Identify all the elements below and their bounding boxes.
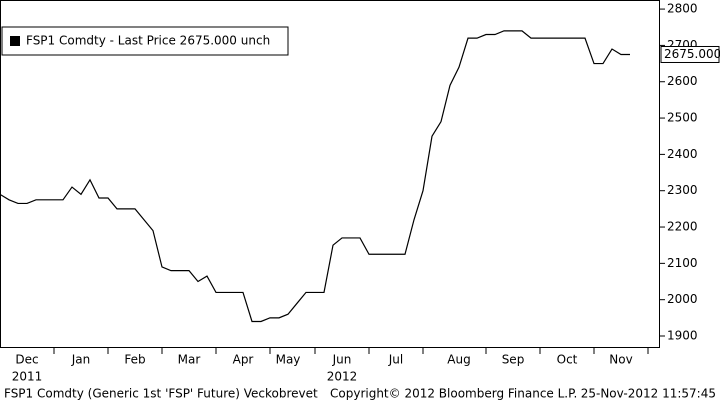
plot-area <box>0 0 660 348</box>
x-tick-label: Nov <box>609 353 632 367</box>
x-year-label: 2012 <box>327 370 358 384</box>
y-tick-label: 2000 <box>667 292 698 306</box>
y-tick-label: 2800 <box>667 2 698 16</box>
y-tick-label: 2100 <box>667 256 698 270</box>
x-tick-label: Aug <box>447 353 470 367</box>
last-price-box <box>660 45 720 63</box>
y-tick-label: 2500 <box>667 111 698 125</box>
legend-swatch <box>10 36 20 46</box>
x-tick-label: May <box>276 353 301 367</box>
y-tick-label: 1900 <box>667 329 698 343</box>
x-tick-label: Dec <box>15 353 38 367</box>
x-tick-label: Apr <box>233 353 254 367</box>
footer-left: FSP1 Comdty (Generic 1st 'FSP' Future) V… <box>4 387 318 401</box>
x-tick-label: Oct <box>557 353 578 367</box>
price-line <box>0 30 630 323</box>
x-tick-label: Sep <box>502 353 525 367</box>
x-tick-label: Jul <box>388 353 403 367</box>
x-tick-label: Mar <box>178 353 201 367</box>
y-tick-label: 2300 <box>667 183 698 197</box>
footer-center: Copyright© 2012 Bloomberg Finance L.P. <box>330 387 577 401</box>
y-tick-label: 2600 <box>667 74 698 88</box>
x-year-label: 2011 <box>12 370 43 384</box>
footer-right: 25-Nov-2012 11:57:45 <box>581 387 716 401</box>
y-tick-label: 2200 <box>667 220 698 234</box>
legend-box <box>1 26 289 56</box>
legend-label: FSP1 Comdty - Last Price 2675.000 unch <box>26 34 270 48</box>
x-tick-label: Jan <box>71 353 91 367</box>
y-tick-label: 2400 <box>667 147 698 161</box>
x-tick-label: Jun <box>332 353 352 367</box>
marks <box>0 30 630 323</box>
last-price-label: 2675.000 <box>664 47 720 61</box>
x-tick-label: Feb <box>124 353 145 367</box>
